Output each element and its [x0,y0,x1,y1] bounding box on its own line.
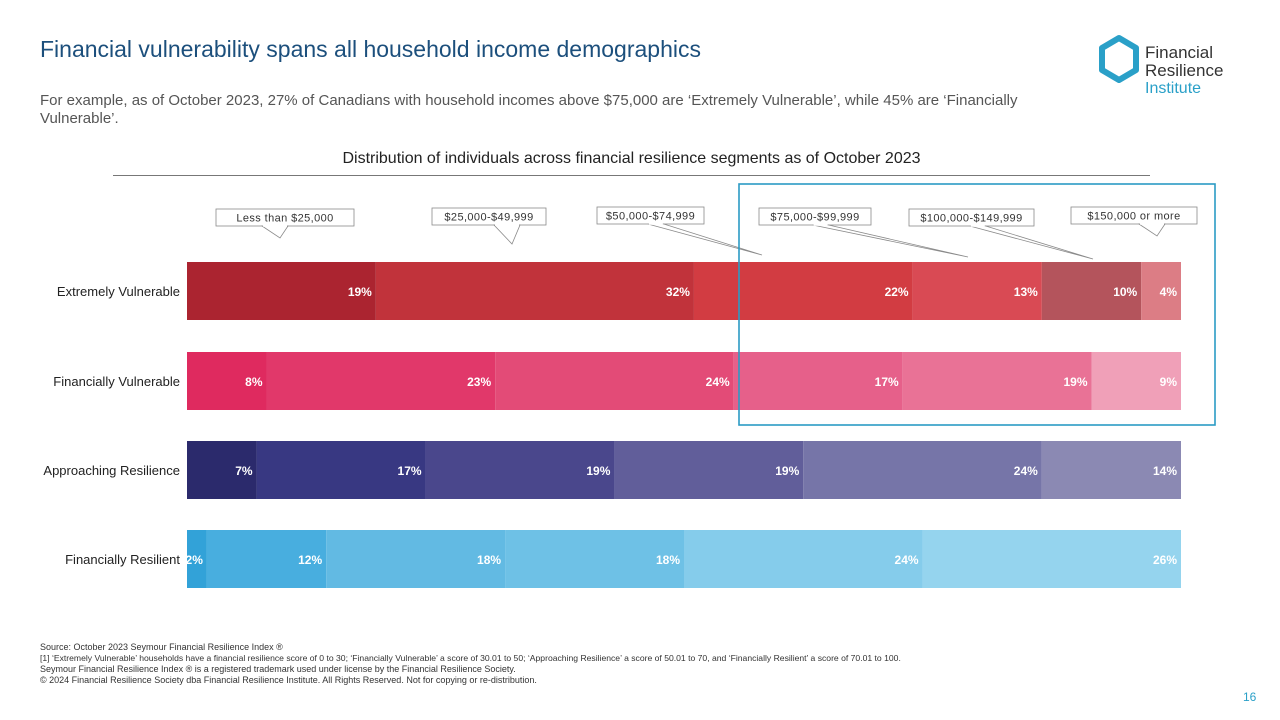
legend-callout-label-150-000-or-more: $150,000 or more [1087,211,1180,223]
bar-segment-financially-resilient-2 [206,530,327,588]
category-label-extremely-vulnerable: Extremely Vulnerable [57,284,180,299]
data-label-extremely-vulnerable-5: 10% [1113,285,1137,299]
legend-callout-pointer-25-000-49-999 [493,224,521,245]
data-label-financially-vulnerable-5: 19% [1064,375,1088,389]
legend-callout-label-75-000-99-999: $75,000-$99,999 [770,212,859,224]
logo-mark-icon [1099,35,1139,83]
logo-text-line2: Resilience [1145,61,1224,80]
logo-text-line3: Institute [1145,80,1202,97]
data-label-approaching-resilience-1: 7% [235,464,253,478]
legend-callout-less-than-25-000: Less than $25,000 [215,208,355,239]
category-label-financially-vulnerable: Financially Vulnerable [53,374,180,389]
legend-callout-label-50-000-74-999: $50,000-$74,999 [606,211,695,223]
data-label-extremely-vulnerable-1: 19% [348,285,372,299]
bar-segment-financially-vulnerable-1 [187,352,267,410]
logo-text-line1: Financial [1145,43,1214,62]
legend-callout-pointer-150-000-or-more [1137,223,1166,237]
bar-segment-financially-resilient-4 [505,530,684,588]
data-label-extremely-vulnerable-2: 32% [666,285,690,299]
data-label-financially-vulnerable-3: 24% [706,375,730,389]
bar-segment-financially-vulnerable-6 [1091,352,1181,410]
data-label-financially-vulnerable-4: 17% [875,375,899,389]
legend-callout-150-000-or-more: $150,000 or more [1070,206,1198,237]
data-label-financially-resilient-4: 18% [656,553,680,567]
bar-segment-approaching-resilience-6 [1041,441,1181,499]
legend-callout-label-25-000-49-999: $25,000-$49,999 [444,212,533,224]
data-label-extremely-vulnerable-4: 13% [1014,285,1038,299]
data-label-extremely-vulnerable-3: 22% [885,285,909,299]
bar-segment-approaching-resilience-5 [803,441,1042,499]
data-label-approaching-resilience-4: 19% [775,464,799,478]
bar-segment-financially-vulnerable-4 [733,352,903,410]
footnote-copyright: © 2024 Financial Resilience Society dba … [40,675,537,685]
data-label-approaching-resilience-6: 14% [1153,464,1177,478]
bar-segment-financially-vulnerable-2 [266,352,496,410]
legend-callout-box-25-000-49-999 [431,207,547,226]
legend-callout-label-100-000-149-999: $100,000-$149,999 [920,213,1022,225]
legend-callout-pointer-50-000-74-999 [647,223,763,256]
bar-segment-approaching-resilience-2 [256,441,426,499]
page-title: Financial vulnerability spans all househ… [40,36,701,62]
data-label-financially-vulnerable-6: 9% [1160,375,1178,389]
bar-segment-financially-vulnerable-5 [902,352,1092,410]
bar-segment-approaching-resilience-4 [614,441,804,499]
legend-callout-100-000-149-999: $100,000-$149,999 [908,208,1094,260]
bar-segment-extremely-vulnerable-6 [1141,262,1181,320]
highlight-box [738,183,1216,426]
data-label-financially-vulnerable-2: 23% [467,375,491,389]
bar-segment-financially-resilient-3 [326,530,506,588]
bar-segment-financially-resilient-5 [684,530,923,588]
legend-callout-box-150-000-or-more [1070,206,1198,225]
legend-callout-pointer-75-000-99-999 [812,224,969,258]
legend-callout-pointer-less-than-25-000 [260,225,289,239]
chart-title: Distribution of individuals across finan… [342,150,921,167]
bar-segment-financially-vulnerable-3 [495,352,734,410]
data-label-approaching-resilience-2: 17% [398,464,422,478]
bar-segment-financially-resilient-1 [187,530,207,588]
data-label-financially-resilient-1: 2% [186,553,204,567]
data-label-financially-resilient-3: 18% [477,553,501,567]
data-label-approaching-resilience-5: 24% [1014,464,1038,478]
bar-segment-extremely-vulnerable-1 [187,262,376,320]
chart-title-rule [113,175,1150,176]
data-label-approaching-resilience-3: 19% [586,464,610,478]
footnote-trademark: Seymour Financial Resilience Index ® is … [40,664,516,674]
page-subtitle: For example, as of October 2023, 27% of … [40,92,1018,127]
bar-segment-extremely-vulnerable-3 [693,262,913,320]
bar-segment-financially-resilient-6 [922,530,1181,588]
bar-segment-extremely-vulnerable-2 [375,262,694,320]
bar-segment-approaching-resilience-1 [187,441,257,499]
data-label-financially-resilient-5: 24% [895,553,919,567]
legend-callout-50-000-74-999: $50,000-$74,999 [596,206,763,256]
legend-callout-75-000-99-999: $75,000-$99,999 [758,207,969,258]
footnote-source: Source: October 2023 Seymour Financial R… [40,642,283,652]
data-label-financially-resilient-6: 26% [1153,553,1177,567]
page-number: 16 [1243,690,1257,704]
bar-segment-approaching-resilience-3 [425,441,615,499]
data-label-financially-resilient-2: 12% [298,553,322,567]
data-label-financially-vulnerable-1: 8% [245,375,263,389]
bar-segment-extremely-vulnerable-4 [912,262,1042,320]
logo: Financial Resilience Institute [1096,34,1246,104]
data-label-extremely-vulnerable-6: 4% [1160,285,1178,299]
legend-callout-pointer-100-000-149-999 [969,225,1094,260]
legend-callout-label-less-than-25-000: Less than $25,000 [236,213,333,225]
legend-callout-25-000-49-999: $25,000-$49,999 [431,207,547,245]
bar-segment-extremely-vulnerable-5 [1041,262,1142,320]
footnote-segment-definitions: [1] ‘Extremely Vulnerable’ households ha… [40,653,901,663]
category-label-approaching-resilience: Approaching Resilience [43,463,180,478]
category-label-financially-resilient: Financially Resilient [65,552,180,567]
